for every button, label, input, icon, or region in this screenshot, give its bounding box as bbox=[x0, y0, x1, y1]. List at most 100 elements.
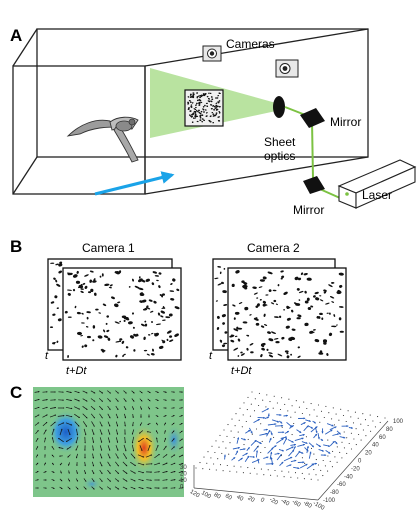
panel-a: A Camera bbox=[10, 26, 417, 217]
x-axis-tick-label: 100 bbox=[200, 490, 212, 501]
particle-dot bbox=[202, 119, 206, 122]
particle-dot bbox=[151, 282, 155, 286]
particle-dot bbox=[161, 307, 165, 309]
grid-point bbox=[243, 402, 245, 404]
vector-arrow bbox=[92, 437, 95, 444]
particle-dot bbox=[195, 106, 197, 109]
particle-dot bbox=[124, 316, 130, 321]
grid-point bbox=[219, 464, 222, 466]
particle-dot bbox=[283, 291, 288, 295]
particle-dot bbox=[103, 350, 106, 352]
grid-point bbox=[317, 479, 319, 481]
vector-arrow bbox=[107, 429, 111, 435]
vector-arrow bbox=[68, 462, 70, 466]
grid-point bbox=[249, 472, 251, 474]
vector-arrow bbox=[179, 446, 184, 450]
particle-dot bbox=[58, 270, 63, 274]
grid-point bbox=[206, 462, 208, 464]
grid-point bbox=[308, 473, 310, 475]
particle-dot bbox=[263, 313, 266, 317]
grid-point bbox=[276, 402, 278, 404]
particle-dot bbox=[199, 117, 202, 119]
vector-arrow bbox=[42, 414, 48, 418]
vector-arrow bbox=[115, 413, 119, 419]
particle-dot bbox=[55, 279, 58, 283]
particle-dot bbox=[265, 294, 269, 296]
vector-arrow bbox=[154, 471, 160, 473]
particle-dot bbox=[212, 105, 215, 107]
particle-dot bbox=[187, 107, 190, 109]
vector-arrow bbox=[99, 429, 103, 435]
particle-dot bbox=[127, 321, 133, 325]
vector-arrow bbox=[42, 399, 48, 401]
grid-point bbox=[235, 413, 237, 415]
grid-point bbox=[222, 441, 224, 443]
vector-arrow-3d bbox=[267, 423, 277, 426]
mirror-top-label: Mirror bbox=[330, 115, 361, 129]
particle-dot bbox=[170, 298, 175, 301]
grid-point bbox=[377, 416, 379, 418]
particle-dot bbox=[166, 330, 172, 334]
grid-point bbox=[261, 440, 263, 442]
vector-arrow-3d bbox=[311, 462, 318, 465]
panel-b: B Camera 1 Camera 2 t t+Dt t t+Dt bbox=[10, 237, 347, 377]
particle-dot bbox=[192, 93, 195, 96]
particle-dot bbox=[80, 284, 83, 287]
vector-arrow bbox=[82, 406, 88, 410]
grid-point bbox=[364, 419, 367, 421]
particle-dot bbox=[215, 108, 218, 111]
y-axis-tick-label: -20 bbox=[351, 466, 360, 472]
particle-dot bbox=[250, 351, 254, 354]
particle-dot bbox=[219, 271, 222, 275]
particle-dot bbox=[57, 318, 62, 322]
grid-point bbox=[202, 468, 204, 470]
grid-point bbox=[294, 411, 296, 413]
grid-point bbox=[355, 444, 357, 446]
vector-arrow bbox=[83, 428, 87, 436]
x-axis-tick-label: 40 bbox=[235, 494, 244, 503]
vector-arrow bbox=[156, 437, 158, 443]
particle-dot bbox=[199, 99, 202, 102]
vector-arrow bbox=[131, 436, 135, 444]
vector-arrow bbox=[114, 469, 120, 475]
particle-dot bbox=[54, 295, 58, 299]
y-axis-tick-label: 40 bbox=[372, 443, 379, 449]
grid-point bbox=[272, 407, 274, 409]
vector-arrow bbox=[170, 454, 176, 458]
particle-dot bbox=[146, 353, 150, 356]
particle-dot bbox=[92, 280, 97, 283]
sheet-optics-label-line1: Sheet bbox=[264, 135, 296, 149]
vector-arrow bbox=[147, 406, 151, 410]
particle-dot bbox=[270, 302, 275, 305]
particle-dot bbox=[170, 283, 173, 285]
camera-1-frame-tdt-particles bbox=[64, 270, 180, 359]
vector-arrow bbox=[147, 422, 151, 426]
particle-dot bbox=[261, 347, 265, 351]
grid-point bbox=[320, 410, 323, 412]
vector-arrow bbox=[99, 405, 103, 411]
grid-point bbox=[260, 468, 262, 470]
grid-point bbox=[233, 436, 235, 438]
vector-arrow bbox=[162, 470, 168, 473]
grid-point bbox=[297, 477, 299, 479]
vector-arrow bbox=[107, 461, 111, 467]
vector-arrow bbox=[99, 421, 103, 427]
panel-b-letter: B bbox=[10, 237, 22, 256]
particle-dot bbox=[286, 352, 289, 355]
particle-dot bbox=[319, 299, 324, 302]
vector-arrow bbox=[115, 405, 119, 411]
vector-arrow-3d bbox=[232, 446, 241, 450]
vector-arrow bbox=[83, 469, 87, 475]
particle-dot bbox=[56, 283, 61, 287]
particle-dot bbox=[333, 314, 336, 317]
vector-arrow-3d bbox=[236, 437, 240, 444]
vector-arrow-3d bbox=[235, 450, 239, 456]
particle-dot bbox=[222, 290, 227, 294]
grid-point bbox=[229, 442, 231, 444]
particle-dot bbox=[224, 331, 228, 334]
vector-field-arrows bbox=[34, 390, 184, 490]
particle-dot bbox=[216, 97, 219, 99]
particle-dot bbox=[212, 121, 215, 124]
vector-arrow-3d bbox=[279, 420, 283, 424]
